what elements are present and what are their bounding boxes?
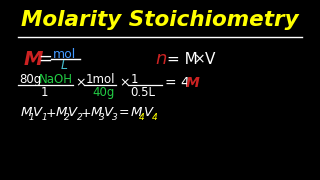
Text: 40g: 40g	[92, 86, 114, 98]
Text: = 4: = 4	[164, 76, 189, 90]
Text: ×: ×	[119, 76, 130, 89]
Text: V: V	[204, 51, 215, 66]
Text: 80g: 80g	[19, 73, 42, 86]
Text: M: M	[91, 105, 102, 118]
Text: ×: ×	[193, 52, 204, 66]
Text: 3: 3	[99, 112, 105, 122]
Text: V: V	[104, 105, 113, 118]
Text: 1: 1	[40, 86, 48, 98]
Text: n: n	[156, 50, 167, 68]
Text: 2: 2	[76, 112, 82, 122]
Text: mol: mol	[53, 48, 76, 60]
Text: +: +	[81, 107, 92, 120]
Text: M: M	[131, 105, 142, 118]
Text: L: L	[61, 58, 68, 71]
Text: 1: 1	[131, 73, 139, 86]
Text: 0.5L: 0.5L	[130, 86, 155, 98]
Text: Molarity Stoichiometry: Molarity Stoichiometry	[21, 10, 299, 30]
Text: M: M	[185, 76, 199, 90]
Text: M: M	[20, 105, 32, 118]
Text: M: M	[56, 105, 67, 118]
Text: V: V	[33, 105, 42, 118]
Text: M: M	[24, 50, 43, 69]
Text: 4: 4	[152, 112, 157, 122]
Text: V: V	[144, 105, 153, 118]
Text: V: V	[68, 105, 77, 118]
Text: 3: 3	[112, 112, 118, 122]
Text: 1: 1	[28, 112, 34, 122]
Text: ×: ×	[76, 76, 86, 89]
Text: +: +	[46, 107, 56, 120]
Text: 1: 1	[41, 112, 47, 122]
Text: NaOH: NaOH	[38, 73, 72, 86]
Text: =: =	[38, 50, 52, 68]
Text: 1mol: 1mol	[85, 73, 115, 86]
Text: = M: = M	[167, 51, 198, 66]
Text: =: =	[118, 107, 129, 120]
Text: 4: 4	[139, 112, 145, 122]
Text: 2: 2	[64, 112, 69, 122]
